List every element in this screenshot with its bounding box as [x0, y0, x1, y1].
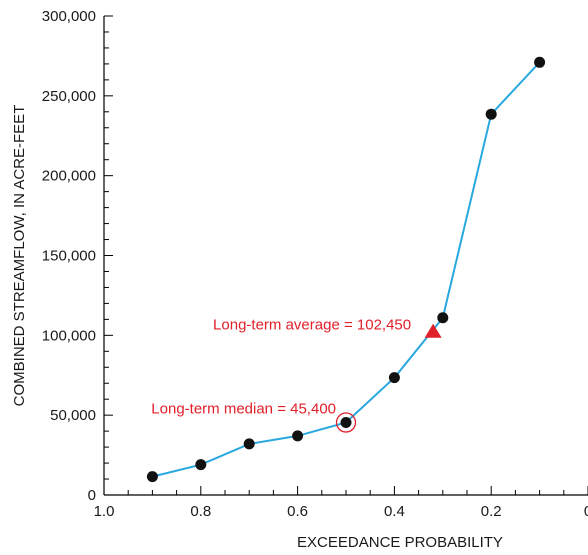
data-point: [485, 108, 497, 120]
median-label: Long-term median = 45,400: [151, 401, 336, 418]
x-tick-label: 0.8: [190, 503, 211, 520]
median-marker: [335, 412, 357, 433]
average-marker: [424, 323, 442, 338]
y-tick-label: 100,000: [42, 327, 96, 344]
y-tick-label: 300,000: [42, 8, 96, 25]
data-point: [243, 438, 255, 450]
x-tick-label: 0.2: [481, 503, 502, 520]
data-point: [340, 417, 352, 429]
y-tick-label: 50,000: [50, 407, 96, 424]
series-layer: [146, 56, 546, 483]
data-point: [534, 56, 546, 68]
data-point: [195, 459, 207, 471]
data-point: [292, 430, 304, 442]
x-tick-label: 0.4: [384, 503, 405, 520]
y-tick-label: 250,000: [42, 88, 96, 105]
y-tick-label: 150,000: [42, 248, 96, 265]
axes: 0 50,000 100,000 150,000 200,000 250,000 300,0…: [42, 8, 588, 520]
data-point: [146, 471, 158, 483]
y-tick-label: 200,000: [42, 168, 96, 185]
x-tick-label: 0: [584, 503, 588, 520]
y-axis-title: COMBINED STREAMFLOW, IN ACRE-FEET: [11, 105, 28, 407]
average-label: Long-term average = 102,450: [213, 316, 411, 333]
y-tick-label: 0: [88, 487, 96, 504]
annotation-layer: Long-term average = 102,450 Long-term med…: [151, 316, 442, 433]
data-point: [437, 312, 449, 324]
data-point: [388, 372, 400, 384]
x-axis-title: EXCEEDANCE PROBABILITY: [297, 534, 503, 551]
x-tick-label: 1.0: [94, 503, 115, 520]
x-tick-label: 0.6: [287, 503, 308, 520]
